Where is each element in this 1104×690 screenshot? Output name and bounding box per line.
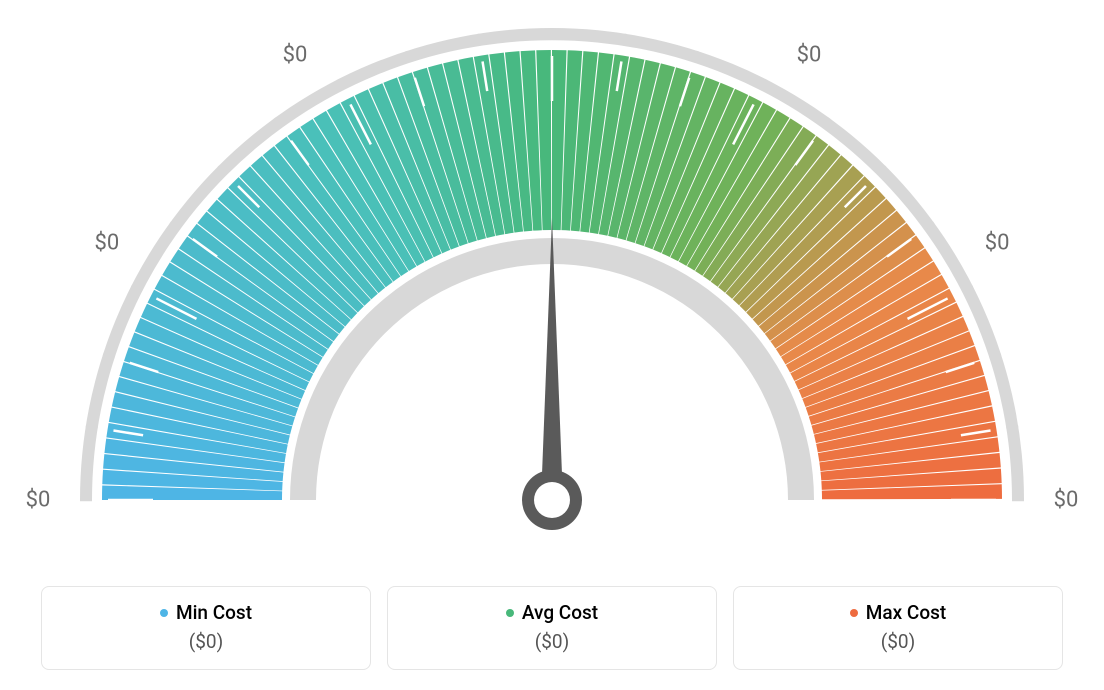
gauge-tick-label: $0 xyxy=(283,42,308,67)
legend-value-min: ($0) xyxy=(62,630,350,653)
gauge-tick-label: $0 xyxy=(94,231,119,256)
legend-title-min: Min Cost xyxy=(160,601,252,624)
legend-label-avg: Avg Cost xyxy=(522,601,598,624)
legend-label-max: Max Cost xyxy=(866,601,946,624)
gauge-tick-label: $0 xyxy=(1054,488,1079,513)
legend-card-min: Min Cost ($0) xyxy=(41,586,371,670)
legend-card-max: Max Cost ($0) xyxy=(733,586,1063,670)
legend-title-max: Max Cost xyxy=(850,601,946,624)
legend-dot-min xyxy=(160,609,168,617)
cost-gauge-container: $0$0$0$0$0$0$0 Min Cost ($0) Avg Cost ($… xyxy=(0,0,1104,690)
gauge-area: $0$0$0$0$0$0$0 xyxy=(0,0,1104,560)
legend-label-min: Min Cost xyxy=(176,601,252,624)
gauge-tick-label: $0 xyxy=(985,231,1010,256)
legend-dot-avg xyxy=(506,609,514,617)
gauge-svg xyxy=(0,0,1104,560)
legend-value-avg: ($0) xyxy=(408,630,696,653)
legend-dot-max xyxy=(850,609,858,617)
legend-row: Min Cost ($0) Avg Cost ($0) Max Cost ($0… xyxy=(0,586,1104,670)
legend-value-max: ($0) xyxy=(754,630,1042,653)
legend-card-avg: Avg Cost ($0) xyxy=(387,586,717,670)
gauge-tick-label: $0 xyxy=(797,42,822,67)
gauge-tick-label: $0 xyxy=(26,488,51,513)
legend-title-avg: Avg Cost xyxy=(506,601,598,624)
